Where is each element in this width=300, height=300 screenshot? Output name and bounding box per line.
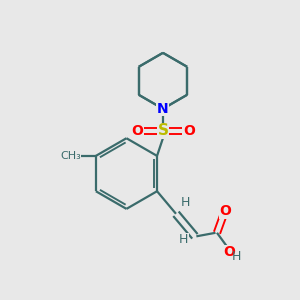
Text: H: H [232,250,242,263]
Text: O: O [68,149,80,163]
Text: H: H [181,196,190,209]
Text: O: O [131,124,143,138]
Text: H: H [179,233,188,246]
Text: O: O [183,124,195,138]
Text: O: O [219,204,231,218]
Text: N: N [157,102,169,116]
Text: CH₃: CH₃ [60,151,81,161]
Text: N: N [157,102,169,116]
Text: S: S [158,123,168,138]
Text: O: O [223,245,235,259]
